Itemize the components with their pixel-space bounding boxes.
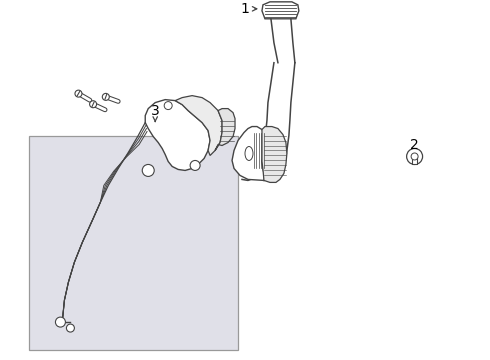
Ellipse shape <box>245 147 253 161</box>
Text: 3: 3 <box>151 104 160 118</box>
Circle shape <box>407 148 422 165</box>
Circle shape <box>411 153 418 160</box>
Circle shape <box>55 317 66 327</box>
Polygon shape <box>232 127 266 180</box>
Circle shape <box>102 93 109 100</box>
Bar <box>28 135 238 350</box>
Text: 1: 1 <box>241 2 249 16</box>
Circle shape <box>164 102 172 109</box>
Polygon shape <box>175 96 222 156</box>
Polygon shape <box>262 127 287 183</box>
Circle shape <box>75 90 82 97</box>
Circle shape <box>90 101 97 108</box>
Polygon shape <box>145 100 210 170</box>
Polygon shape <box>262 2 299 19</box>
Circle shape <box>190 161 200 170</box>
Circle shape <box>67 324 74 332</box>
Polygon shape <box>215 109 235 150</box>
Circle shape <box>142 165 154 176</box>
Text: 2: 2 <box>410 138 419 152</box>
Bar <box>412 157 417 165</box>
